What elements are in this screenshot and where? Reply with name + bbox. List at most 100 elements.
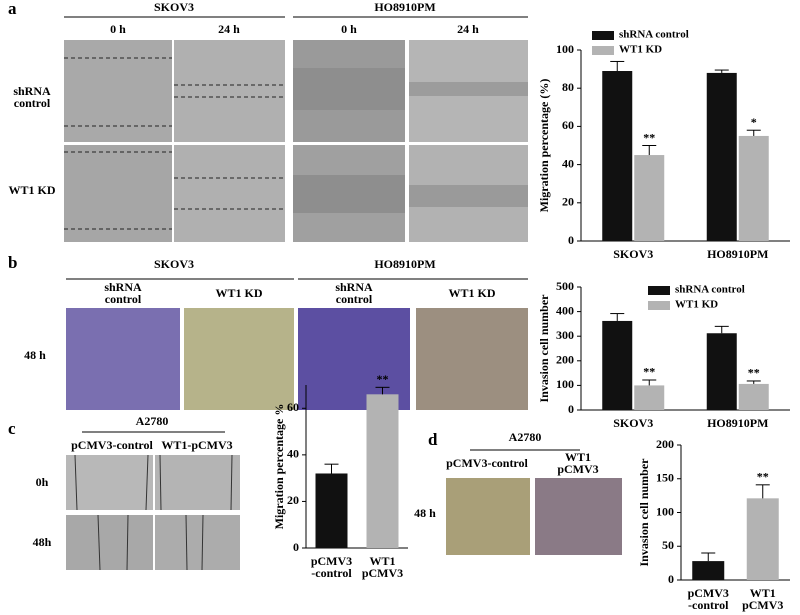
- micrograph: [64, 40, 172, 142]
- significance: **: [643, 130, 655, 144]
- scratch: [293, 68, 405, 110]
- bar: [634, 155, 665, 241]
- bar: [738, 383, 769, 410]
- y-axis-label: Migration percentage (%): [537, 79, 551, 213]
- y-tick-label: 60: [562, 118, 574, 132]
- x-tick-label: pCMV3: [362, 566, 403, 580]
- micrograph: [66, 455, 153, 510]
- micrograph: [174, 145, 285, 242]
- micrograph: [535, 478, 622, 555]
- x-tick-label: HO8910PM: [707, 416, 768, 430]
- y-tick-label: 50: [662, 538, 674, 552]
- row-label: 0h: [36, 475, 49, 489]
- panel-label: c: [8, 419, 16, 438]
- micrograph: [446, 478, 530, 555]
- y-tick-label: 20: [287, 493, 299, 507]
- scratch: [293, 175, 405, 213]
- micrograph: [155, 455, 240, 510]
- significance: *: [751, 115, 757, 129]
- x-tick-label: -control: [311, 566, 352, 580]
- legend-swatch: [648, 286, 670, 295]
- bar: [634, 385, 665, 410]
- y-tick-label: 200: [556, 353, 574, 367]
- scratch: [409, 185, 528, 207]
- column-label: WT1 KD: [215, 286, 262, 300]
- row-label: WT1 KD: [8, 183, 55, 197]
- scratch: [409, 82, 528, 96]
- wound-edge: [185, 514, 188, 571]
- timepoint-label: 0 h: [110, 22, 126, 36]
- micrograph: [155, 515, 240, 570]
- y-tick-label: 100: [556, 377, 574, 391]
- column-label: shRNA: [104, 280, 142, 294]
- significance: **: [643, 365, 655, 379]
- panel-label: d: [428, 430, 438, 449]
- legend-label: WT1 KD: [675, 299, 718, 311]
- column-label: WT1 KD: [448, 286, 495, 300]
- significance: **: [757, 470, 769, 484]
- x-tick-label: WT1: [369, 554, 395, 568]
- wound-edge: [230, 454, 233, 511]
- group-rules: [64, 16, 580, 451]
- timepoint-label: 0 h: [341, 22, 357, 36]
- y-tick-label: 0: [568, 402, 574, 416]
- y-tick-label: 400: [556, 303, 574, 317]
- micrograph: [184, 308, 294, 410]
- row-label: 48 h: [414, 506, 436, 520]
- bar: [706, 333, 737, 410]
- bar: [746, 498, 779, 580]
- column-label: shRNA: [335, 280, 373, 294]
- column-label: control: [105, 292, 142, 306]
- column-label: pCMV3-control: [446, 456, 528, 470]
- y-tick-label: 20: [562, 195, 574, 209]
- timepoint-label: 24 h: [457, 22, 479, 36]
- wound-edge: [126, 514, 129, 571]
- micrograph: [66, 308, 180, 410]
- bar: [315, 473, 348, 548]
- row-label: shRNA: [13, 84, 51, 98]
- x-tick-label: pCMV3: [688, 586, 729, 600]
- bar: [738, 135, 769, 241]
- row-label: control: [14, 96, 51, 110]
- y-tick-label: 0: [568, 233, 574, 247]
- row-label: 48 h: [24, 348, 46, 362]
- micrograph: [416, 308, 528, 410]
- y-tick-label: 100: [556, 42, 574, 56]
- wound-edge: [97, 514, 101, 571]
- bar: [366, 394, 399, 548]
- column-label: control: [336, 292, 373, 306]
- legend-label: WT1 KD: [619, 44, 662, 56]
- bar: [706, 72, 737, 241]
- group-label: A2780: [509, 430, 542, 444]
- column-label: WT1: [565, 450, 591, 464]
- y-axis-label: Migration percentage %: [272, 404, 286, 530]
- x-tick-label: HO8910PM: [707, 247, 768, 261]
- y-tick-label: 60: [287, 400, 299, 414]
- y-axis-label: Invasion cell number: [537, 294, 551, 403]
- group-label: A2780: [136, 414, 169, 428]
- micrograph: [174, 40, 285, 142]
- group-label: HO8910PM: [374, 257, 435, 271]
- timepoint-label: 24 h: [218, 22, 240, 36]
- legend-swatch: [592, 31, 614, 40]
- micrograph: [298, 308, 410, 410]
- x-tick-label: SKOV3: [613, 247, 653, 261]
- bar: [602, 320, 633, 410]
- y-tick-label: 0: [668, 572, 674, 586]
- x-tick-label: SKOV3: [613, 416, 653, 430]
- y-tick-label: 100: [656, 504, 674, 518]
- legend-swatch: [648, 301, 670, 310]
- wound-edge: [159, 454, 162, 511]
- bar: [602, 71, 633, 241]
- bar: [692, 561, 725, 580]
- y-tick-label: 150: [656, 471, 674, 485]
- wound-edge: [145, 454, 149, 511]
- x-tick-label: -control: [688, 598, 729, 612]
- group-label: SKOV3: [154, 257, 194, 271]
- y-axis-label: Invasion cell number: [637, 458, 651, 567]
- group-label: HO8910PM: [374, 0, 435, 14]
- y-tick-label: 40: [562, 156, 574, 170]
- y-tick-label: 80: [562, 80, 574, 94]
- micrograph: [66, 515, 153, 570]
